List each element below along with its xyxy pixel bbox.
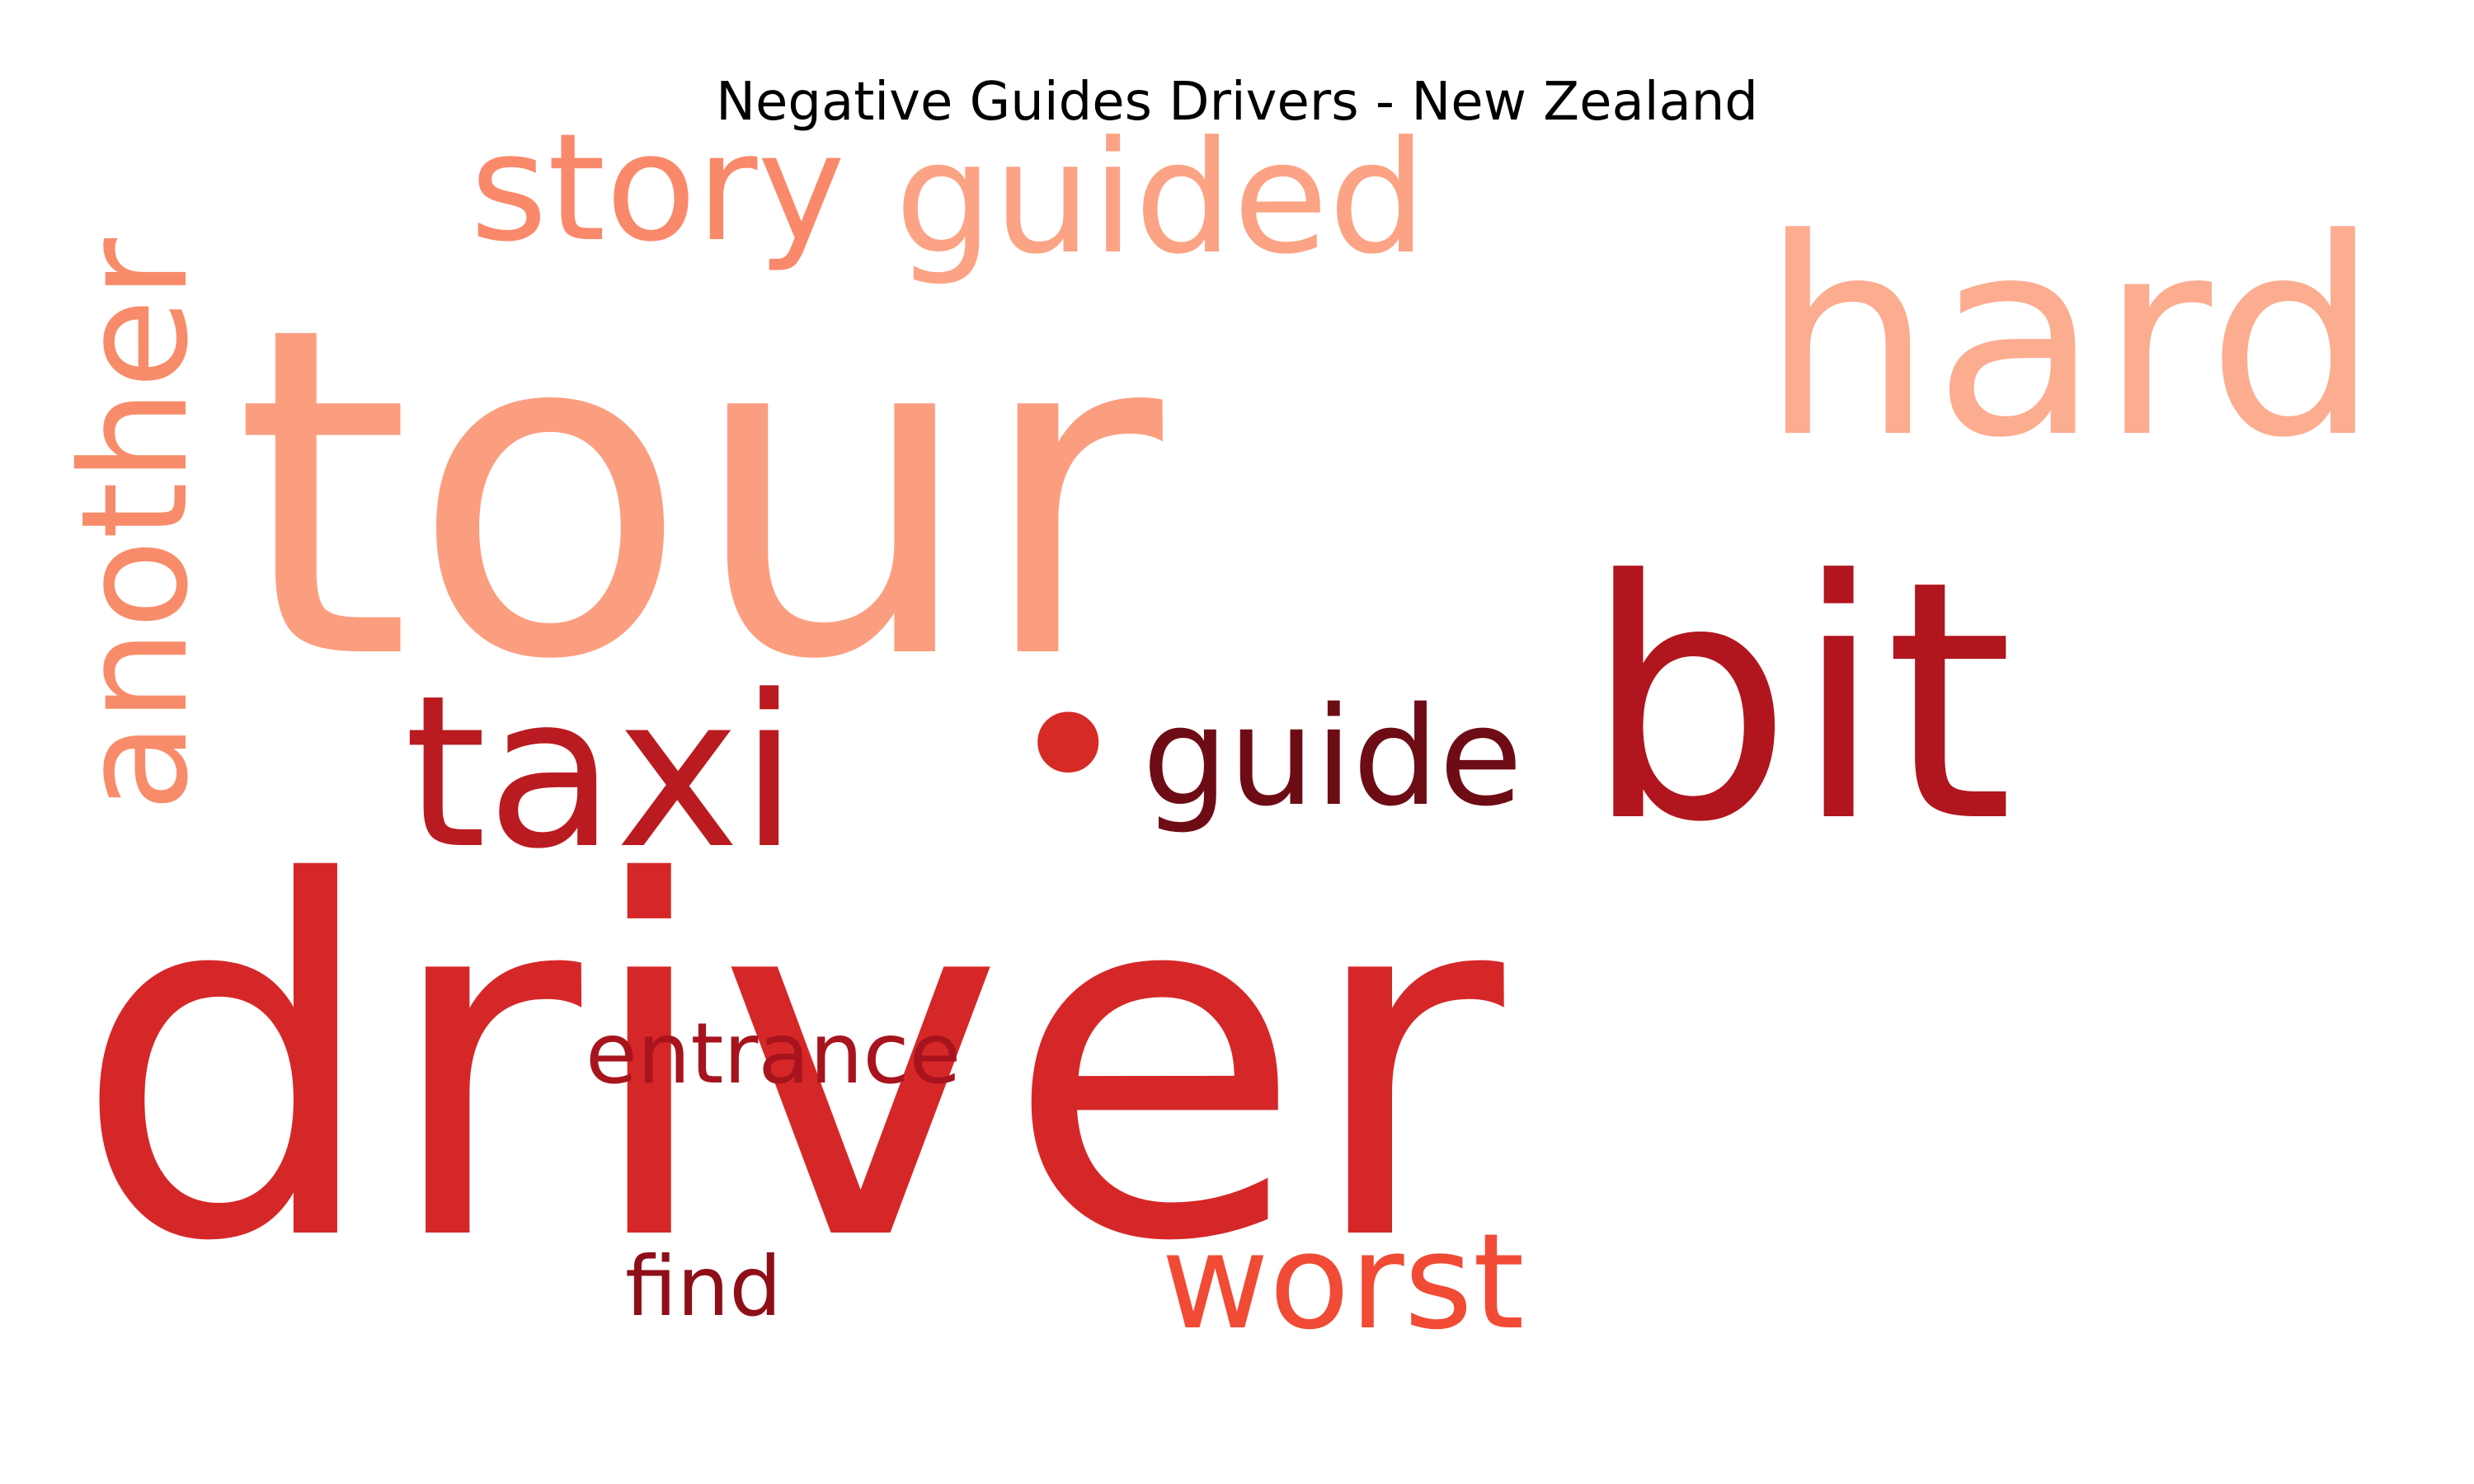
word-another: another <box>49 237 220 812</box>
word-bullet: • <box>1006 626 1130 871</box>
word-guided: guided <box>895 108 1427 289</box>
word-taxi: taxi <box>404 650 798 895</box>
word-find: find <box>625 1238 782 1335</box>
chart-title: Negative Guides Drivers - New Zealand <box>716 72 1758 133</box>
word-story: story <box>470 102 845 275</box>
word-driver: driver <box>73 782 1509 1348</box>
word-hard: hard <box>1761 181 2380 497</box>
word-entrance: entrance <box>586 1005 961 1103</box>
word-bit: bit <box>1583 511 2014 895</box>
word-guide: guide <box>1142 678 1522 836</box>
word-tour: tour <box>233 230 1168 758</box>
word-worst: worst <box>1161 1205 1525 1359</box>
